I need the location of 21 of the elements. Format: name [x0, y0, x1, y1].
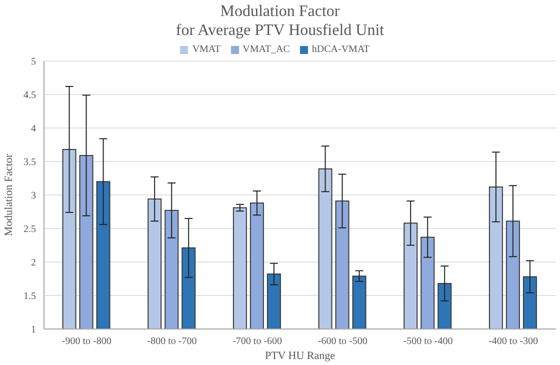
y-tick-label: 5 — [31, 56, 36, 68]
y-tick-label: 1.5 — [24, 291, 36, 302]
y-tick-label: 2 — [31, 258, 36, 269]
y-tick-label: 3.5 — [24, 157, 36, 168]
y-tick-label: 4.5 — [24, 90, 36, 102]
x-axis-title: PTV HU Range — [264, 350, 336, 362]
x-tick-label: -700 to -600 — [232, 336, 282, 348]
x-tick-label: -800 to -700 — [147, 336, 197, 348]
x-tick-label: -400 to -300 — [488, 336, 538, 348]
x-tick-label: -500 to -400 — [403, 336, 453, 348]
legend-label: VMAT_AC — [242, 44, 290, 55]
y-tick-label: 3 — [31, 190, 36, 202]
x-tick-label: -600 to -500 — [318, 336, 368, 348]
legend-label: VMAT — [192, 44, 221, 55]
y-tick-label: 1 — [31, 324, 36, 336]
y-tick-label: 4 — [31, 124, 36, 135]
x-tick-label: -900 to -800 — [62, 336, 112, 348]
legend-label: hDCA-VMAT — [312, 44, 370, 55]
y-axis-title: Modulation Factor — [2, 154, 15, 236]
y-tick-label: 2.5 — [24, 224, 36, 236]
chart-title: Modulation Factor for Average PTV Housfield Unit — [174, 2, 386, 40]
